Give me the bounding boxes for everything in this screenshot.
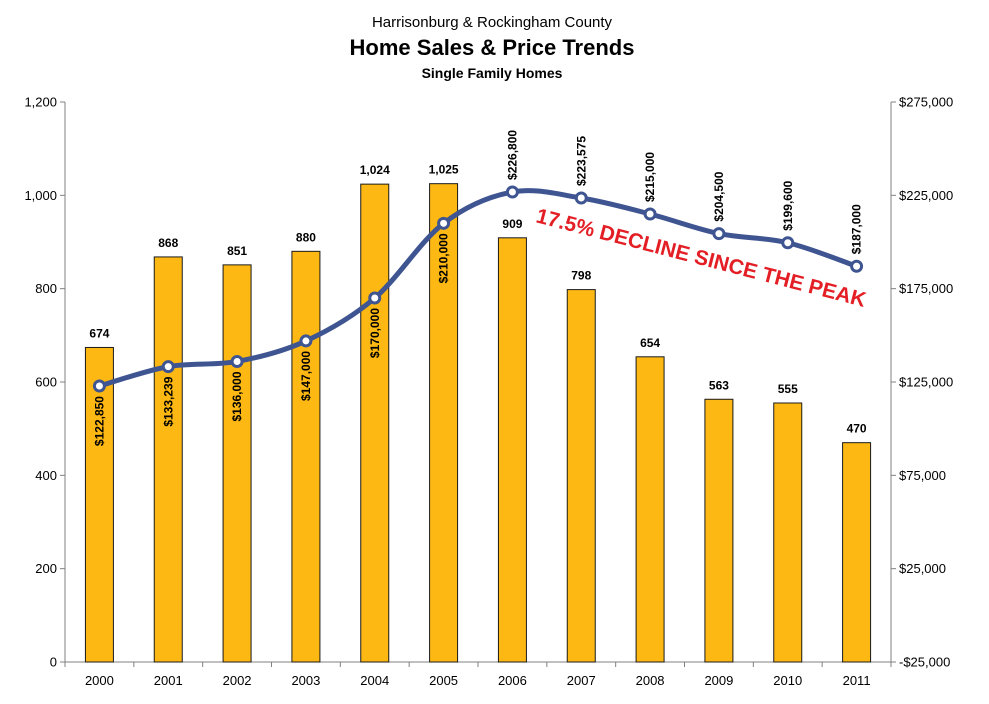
price-point [712,227,726,241]
price-point [505,185,519,199]
bar [84,346,114,663]
price-value-label: $199,600 [781,180,795,230]
bar [842,442,872,663]
price-point [230,354,244,368]
left-axis-tick-label: 600 [35,375,57,390]
price-value-label: $215,000 [643,152,657,202]
bar-value-label: 1,024 [360,163,390,177]
bar-value-label: 654 [640,336,660,350]
bar [635,356,665,663]
price-point [643,207,657,221]
bar-value-label: 1,025 [429,163,459,177]
bar [566,289,596,663]
x-axis-tick-label: 2006 [498,673,527,688]
bar-value-label: 470 [847,422,867,436]
right-axis-tick-label: $25,000 [899,561,946,576]
bar-value-label: 868 [158,236,178,250]
price-point [368,291,382,305]
price-point [781,236,795,250]
bar-series: 674 868 851 880 1,024 1,025 909 798 654 563 555 470 [84,163,872,663]
price-value-label: $122,850 [92,396,106,446]
left-axis-tick-label: 800 [35,281,57,296]
price-value-label: $170,000 [368,308,382,358]
x-axis-tick-label: 2001 [154,673,183,688]
price-value-label: $204,500 [712,171,726,221]
x-axis-tick-label: 2009 [704,673,733,688]
bar [291,250,321,663]
right-axis-tick-label: -$25,000 [899,655,950,670]
bar-value-label: 880 [296,230,316,244]
x-axis-tick-label: 2011 [843,673,871,688]
axes: 0 200 400 600 800 1,000 1,200 -$25,000 $25,000 $7… [24,95,953,689]
right-axis-tick-label: $225,000 [899,188,953,203]
left-axis-tick-label: 200 [35,561,57,576]
price-value-label: $136,000 [230,371,244,421]
price-value-label: $223,575 [574,136,588,186]
bar-value-label: 851 [227,244,247,258]
price-value-label: $226,800 [505,130,519,180]
price-point [850,259,864,273]
bar [497,237,527,663]
price-point [92,379,106,393]
left-axis-tick-label: 0 [50,655,57,670]
right-axis-tick-label: $125,000 [899,375,953,390]
left-axis-tick-label: 1,200 [24,95,57,110]
chart-title: Home Sales & Price Trends [350,35,635,60]
price-value-label: $133,239 [161,376,175,426]
x-axis-tick-label: 2000 [85,673,114,688]
bar [153,256,183,663]
x-axis-tick-label: 2002 [223,673,252,688]
x-axis-tick-label: 2003 [291,673,320,688]
price-value-label: $147,000 [299,351,313,401]
x-axis-tick-label: 2004 [360,673,389,688]
right-axis-tick-label: $275,000 [899,95,953,110]
price-value-label: $187,000 [850,204,864,254]
right-axis-tick-label: $75,000 [899,468,946,483]
x-axis-tick-label: 2010 [773,673,802,688]
bar-value-label: 674 [89,326,109,340]
bar-value-label: 563 [709,378,729,392]
price-line [96,188,860,389]
bar [429,183,459,663]
price-point [161,360,175,374]
bar-value-label: 909 [502,217,522,231]
right-axis-tick-label: $175,000 [899,281,953,296]
chart-supertitle: Harrisonburg & Rockingham County [372,14,613,31]
bar [773,402,803,663]
bar-value-label: 798 [571,269,591,283]
price-point [574,191,588,205]
bar [222,264,252,663]
bar [360,183,390,663]
chart-subtitle: Single Family Homes [422,65,563,81]
bar [704,398,734,663]
price-point [437,216,451,230]
bar-value-label: 555 [778,382,798,396]
left-axis-tick-label: 1,000 [24,188,57,203]
left-axis-tick-label: 400 [35,468,57,483]
price-value-label: $210,000 [437,233,451,283]
price-point [299,334,313,348]
price-line-series: $122,850 $133,239 $136,000 $147,000 $170,000… [92,130,863,446]
x-axis-tick-label: 2005 [429,673,458,688]
x-axis-tick-label: 2007 [567,673,596,688]
x-axis-tick-label: 2008 [636,673,665,688]
